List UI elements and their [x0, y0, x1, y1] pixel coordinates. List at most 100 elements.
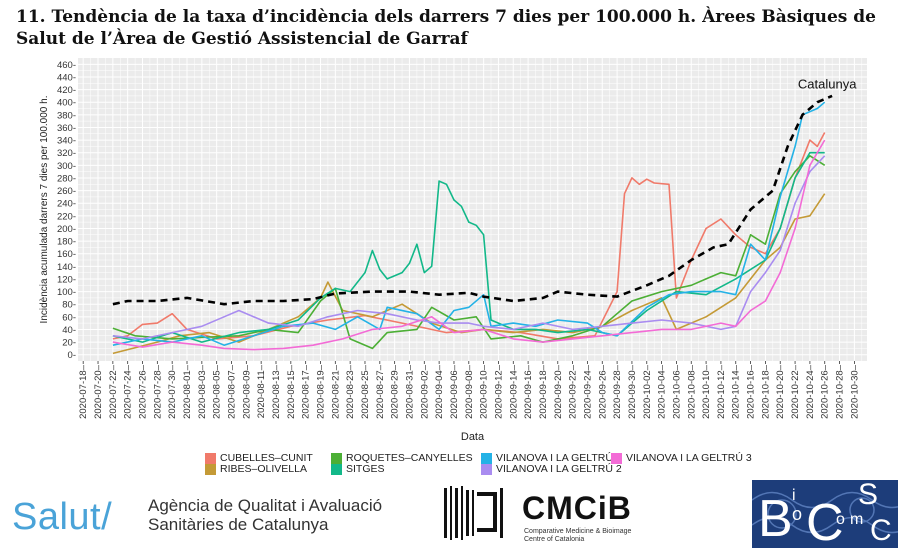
legend-swatch	[481, 452, 492, 464]
y-axis-title: Incidència acumulada darrers 7 dies per …	[39, 96, 50, 324]
x-tick-label: 2020-08-07–	[226, 364, 237, 419]
legend-label: ROQUETES–CANYELLES	[346, 452, 473, 464]
x-tick-label: 2020-07-18–	[78, 364, 89, 419]
legend-item: CUBELLES–CUNIT	[205, 452, 313, 464]
x-tick-label: 2020-07-20–	[93, 364, 104, 419]
x-tick-label: 2020-09-26–	[597, 364, 608, 419]
y-tick-label: 320-	[57, 148, 76, 159]
x-tick-label: 2020-10-08–	[686, 364, 697, 419]
y-tick-label: 400-	[57, 98, 76, 109]
y-tick-label: 40-	[62, 325, 76, 336]
legend-item: VILANOVA I LA GELTRÚ 3	[611, 452, 752, 464]
x-tick-label: 2020-08-19–	[315, 364, 326, 419]
y-tick-label: 300-	[57, 161, 76, 172]
x-tick-label: 2020-08-23–	[345, 364, 356, 419]
x-tick-label: 2020-07-28–	[152, 364, 163, 419]
x-tick-label: 2020-08-13–	[271, 364, 282, 419]
x-tick-label: 2020-08-03–	[197, 364, 208, 419]
x-tick-label: 2020-10-18–	[760, 364, 771, 419]
y-tick-label: 200-	[57, 224, 76, 235]
biocomsc-letter-c2: C	[870, 514, 892, 547]
series-line-catalunya	[112, 94, 833, 306]
cmcib-line-2: Centre of Catalonia	[524, 536, 585, 543]
x-tick-label: 2020-10-06–	[671, 364, 682, 419]
x-tick-label: 2020-08-15–	[286, 364, 297, 419]
y-tick-label: 420-	[57, 85, 76, 96]
legend-item: VILANOVA I LA GELTRÚ 2	[481, 463, 622, 475]
x-axis-title: Data	[461, 431, 485, 443]
x-tick-label: 2020-09-28–	[612, 364, 623, 419]
cmcib-emblem-icon	[440, 482, 512, 544]
legend-item: ROQUETES–CANYELLES	[331, 452, 473, 464]
x-tick-label: 2020-09-24–	[582, 364, 593, 419]
legend-swatch	[481, 463, 492, 475]
y-tick-label: 280-	[57, 173, 76, 184]
x-tick-label: 2020-07-22–	[108, 364, 119, 419]
y-tick-label: 180-	[57, 237, 76, 248]
chart-title: 11. Tendència de la taxa d’incidència de…	[16, 7, 877, 49]
biocomsc-letter-o2: o	[836, 511, 845, 528]
y-tick-label: 80-	[62, 300, 76, 311]
x-tick-label: 2020-07-24–	[123, 364, 134, 419]
y-tick-label: 380-	[57, 110, 76, 121]
y-tick-label: 240-	[57, 199, 76, 210]
biocomsc-letter-s: S	[858, 480, 878, 511]
legend-swatch	[205, 452, 216, 464]
legend-label: CUBELLES–CUNIT	[220, 452, 313, 464]
x-tick-label: 2020-09-20–	[553, 364, 564, 419]
x-tick-label: 2020-10-16–	[746, 364, 757, 419]
y-tick-label: 60-	[62, 312, 76, 323]
salut-logo: Salut/	[12, 496, 113, 538]
y-tick-label: 140-	[57, 262, 76, 273]
legend-label: RIBES–OLIVELLA	[220, 463, 307, 475]
legend-item: VILANOVA I LA GELTRÚ 1	[481, 452, 622, 464]
legend-swatch	[331, 452, 342, 464]
y-tick-label: 0-	[68, 350, 76, 361]
x-tick-label: 2020-07-26–	[138, 364, 149, 419]
x-tick-label: 2020-08-25–	[360, 364, 371, 419]
chart-legend: CUBELLES–CUNIT RIBES–OLIVELLA ROQUETES–CAN…	[205, 452, 805, 475]
y-tick-label: 360-	[57, 123, 76, 134]
cmcib-subtitle: Comparative Medicine & Bioimage Centre o…	[524, 528, 664, 544]
x-tick-label: 2020-10-24–	[805, 364, 816, 419]
x-tick-label: 2020-10-28–	[835, 364, 846, 419]
x-tick-label: 2020-09-16–	[523, 364, 534, 419]
x-tick-label: 2020-10-14–	[731, 364, 742, 419]
x-tick-label: 2020-10-04–	[657, 364, 668, 419]
x-tick-label: 2020-10-30–	[849, 364, 860, 419]
x-tick-label: 2020-07-30–	[167, 364, 178, 419]
y-tick-label: 20-	[62, 338, 76, 349]
legend-item: RIBES–OLIVELLA	[205, 463, 307, 475]
catalunya-annotation: Catalunya	[798, 77, 857, 92]
footer-logos: Salut/ Agència de Qualitat i Avaluació S…	[0, 478, 919, 552]
aquas-line-1: Agència de Qualitat i Avaluació	[148, 496, 383, 515]
y-tick-label: 440-	[57, 72, 76, 83]
x-tick-label: 2020-09-06–	[449, 364, 460, 419]
x-tick-label: 2020-08-21–	[330, 364, 341, 419]
incidence-chart: 0-20- 40- 60-80- 100- 120-140- 160-180- 200- 22…	[39, 58, 867, 443]
y-tick-label: 120-	[57, 274, 76, 285]
x-tick-label: 2020-08-31–	[404, 364, 415, 419]
aquas-line-2: Sanitàries de Catalunya	[148, 515, 329, 534]
x-tick-label: 2020-10-26–	[820, 364, 831, 419]
legend-label: VILANOVA I LA GELTRÚ 1	[496, 452, 622, 464]
x-tick-label: 2020-10-10–	[701, 364, 712, 419]
cmcib-logo: CMCiB	[522, 490, 632, 526]
x-tick-label: 2020-08-27–	[375, 364, 386, 419]
y-tick-label: 100-	[57, 287, 76, 298]
x-tick-label: 2020-10-02–	[642, 364, 653, 419]
y-tick-label: 160-	[57, 249, 76, 260]
x-tick-label: 2020-09-04–	[434, 364, 445, 419]
biocomsc-letter-m: m	[850, 511, 863, 528]
x-tick-label: 2020-09-30–	[627, 364, 638, 419]
x-tick-label: 2020-08-11–	[256, 364, 267, 418]
series-line-vilanova-i-la-geltr-2	[112, 155, 826, 340]
x-tick-label: 2020-09-10–	[479, 364, 490, 419]
biocomsc-logo: B i o C o m S C	[752, 480, 898, 548]
x-tick-label: 2020-09-08–	[464, 364, 475, 419]
x-tick-label: 2020-08-09–	[241, 364, 252, 419]
x-tick-label: 2020-10-12–	[716, 364, 727, 419]
legend-label: VILANOVA I LA GELTRÚ 2	[496, 463, 622, 475]
cmcib-line-1: Comparative Medicine & Bioimage	[524, 528, 632, 535]
series-line-vilanova-i-la-geltr-3	[112, 139, 826, 351]
